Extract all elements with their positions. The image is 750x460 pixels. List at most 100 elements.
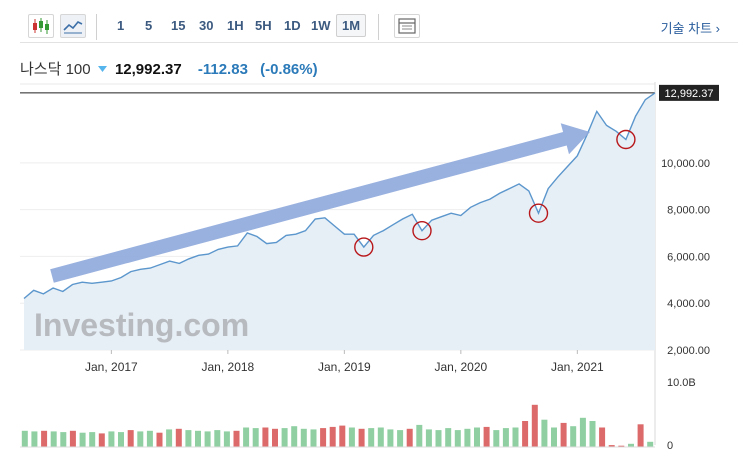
timeframe-1m[interactable]: 1M (336, 14, 367, 37)
indicator-icon[interactable] (394, 14, 420, 38)
volume-bar (31, 431, 38, 447)
volume-bar (320, 428, 327, 447)
volume-axis-label: 0 (667, 440, 673, 452)
volume-bar (233, 430, 240, 448)
volume-bar (560, 422, 567, 447)
volume-bar (108, 431, 115, 447)
toolbar-divider (378, 14, 379, 40)
trend-arrow (50, 123, 590, 283)
volume-bar (512, 427, 519, 447)
price-change: -112.83 (197, 61, 248, 78)
volume-bar (252, 428, 259, 447)
volume-bar (41, 430, 48, 448)
y-tick-label: 10,000.00 (661, 158, 710, 170)
volume-bar (300, 428, 307, 447)
instrument-name: 나스닥 100 (20, 61, 91, 78)
volume-bar (89, 432, 96, 447)
volume-bar (435, 430, 442, 447)
x-tick-label: Jan, 2020 (434, 360, 487, 374)
toolbar-divider (96, 14, 97, 40)
volume-bar (166, 429, 173, 447)
tech-chart-link[interactable]: 기술 차트 › (660, 21, 720, 36)
volume-bar (454, 430, 461, 447)
timeframe-5[interactable]: 5 (145, 18, 153, 33)
dip-marker-circle (528, 203, 549, 223)
volume-bar (98, 433, 105, 448)
last-price-tag (659, 84, 719, 101)
volume-bar (137, 431, 144, 447)
volume-bar (599, 427, 606, 447)
volume-bar (60, 432, 67, 447)
volume-bar (368, 428, 375, 447)
volume-bar (589, 421, 596, 447)
volume-bar (185, 430, 192, 447)
volume-bar (483, 426, 490, 447)
volume-bar (387, 429, 394, 447)
volume-bar (637, 424, 644, 448)
volume-bar (608, 445, 615, 447)
volume-bar (445, 428, 452, 447)
investing-watermark: Investing.com (34, 307, 249, 343)
timeframe-1h[interactable]: 1H (227, 18, 244, 33)
y-tick-label: 6,000.00 (667, 251, 710, 263)
x-tick-label: Jan, 2017 (85, 360, 138, 374)
volume-bar (647, 441, 654, 447)
timeframe-30[interactable]: 30 (199, 18, 214, 33)
volume-bar (262, 427, 269, 447)
volume-bar (425, 429, 432, 447)
timeframe-1[interactable]: 1 (117, 18, 125, 33)
volume-bar (79, 432, 86, 447)
volume-bar (464, 428, 471, 447)
timeframe-1w[interactable]: 1W (311, 18, 331, 33)
volume-bar (406, 428, 413, 447)
volume-bar (628, 443, 634, 448)
volume-bar (156, 432, 163, 447)
volume-bar (310, 429, 317, 447)
quote-header: 나스닥 100 12,992.37 -112.83 (-0.86%) (20, 58, 318, 79)
dip-marker-circle (616, 129, 636, 150)
dip-marker-circle (354, 237, 374, 257)
y-tick-label: 2,000.00 (667, 345, 710, 357)
volume-bar (551, 427, 557, 447)
volume-bar (204, 431, 211, 447)
volume-bar (348, 427, 355, 447)
y-tick-label: 4,000.00 (667, 298, 710, 310)
volume-axis-label: 10.0B (667, 377, 696, 389)
volume-bar (118, 432, 124, 447)
volume-bar (579, 417, 586, 448)
x-tick-label: Jan, 2019 (318, 360, 371, 374)
volume-bar (531, 404, 538, 448)
volume-bar (493, 430, 500, 447)
volume-bar (146, 430, 153, 448)
volume-bar (127, 430, 134, 447)
line-chart-icon[interactable] (60, 14, 86, 38)
y-tick-label: 8,000.00 (667, 205, 710, 217)
volume-bar (358, 428, 365, 447)
volume-bar (214, 430, 221, 447)
timeframe-5h[interactable]: 5H (255, 18, 272, 33)
volume-bar (291, 426, 298, 447)
last-price-tag-label: 12,992.37 (665, 88, 714, 100)
x-tick-label: Jan, 2021 (551, 360, 604, 374)
timeframe-15[interactable]: 15 (171, 18, 186, 33)
volume-bar (502, 428, 509, 447)
dip-marker-circle (412, 220, 432, 241)
volume-bar (69, 430, 76, 448)
x-tick-label: Jan, 2018 (202, 360, 255, 374)
volume-bar (397, 430, 404, 447)
price-change-pct: (-0.86%) (260, 61, 318, 78)
volume-bar (50, 431, 57, 447)
volume-bar (522, 421, 529, 447)
chart-toolbar: 1 5 15 30 1H 5H 1D 1W 1M 기술 차트 › (20, 12, 738, 43)
volume-bar (474, 427, 480, 447)
volume-bar (541, 419, 548, 447)
candlestick-icon[interactable] (28, 14, 54, 38)
volume-bar (377, 427, 384, 447)
volume-bar (416, 424, 423, 447)
volume-bar (175, 428, 182, 447)
diamond-icon (97, 60, 107, 77)
timeframe-1d[interactable]: 1D (284, 18, 301, 33)
volume-bar (329, 426, 336, 447)
price-line (23, 92, 656, 300)
